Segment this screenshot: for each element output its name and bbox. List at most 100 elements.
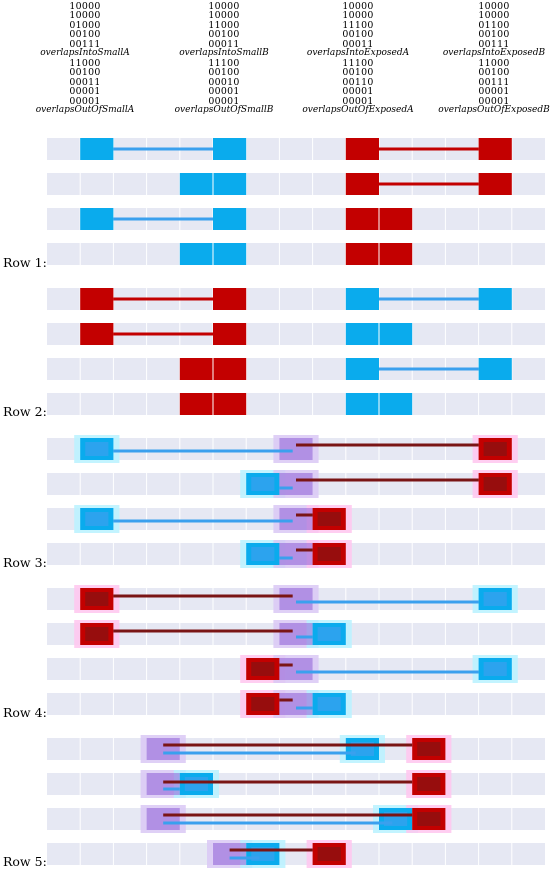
- mix-interval-box: [146, 773, 180, 795]
- red-interval-box: [345, 173, 379, 195]
- blue-core: [317, 627, 341, 641]
- column-name: overlapsOutOfExposedB: [438, 104, 550, 115]
- red-core: [85, 592, 109, 606]
- lane-background: [47, 808, 545, 830]
- bits: 00011: [208, 38, 240, 50]
- blue-core: [483, 662, 507, 676]
- lane-background: [47, 843, 545, 865]
- red-interval-box: [213, 288, 247, 310]
- bits: 00110: [342, 76, 374, 88]
- red-core: [251, 697, 275, 711]
- lane-background: [47, 393, 545, 415]
- bits: 10000: [342, 1, 374, 12]
- bits: 10000: [69, 1, 101, 12]
- lane-background: [47, 288, 545, 310]
- row-label-1: Row 1:: [3, 255, 47, 270]
- bits: 00100: [342, 29, 374, 41]
- blue-interval-box: [478, 358, 512, 380]
- row-label-5: Row 5:: [3, 854, 47, 869]
- bits: 00100: [208, 29, 240, 41]
- bits: 10000: [208, 10, 240, 22]
- blue-core: [317, 697, 341, 711]
- bits: 00001: [478, 95, 510, 107]
- red-interval-box: [80, 288, 114, 310]
- red-core: [251, 662, 275, 676]
- red-core: [317, 547, 341, 561]
- column-name: overlapsIntoExposedA: [306, 48, 410, 59]
- bits: 01000: [69, 19, 101, 31]
- red-core: [483, 477, 507, 491]
- blue-core: [251, 477, 275, 491]
- blue-interval-box: [345, 358, 379, 380]
- red-core: [417, 812, 441, 826]
- red-core: [417, 742, 441, 756]
- column-overlaps-small-a: 10000 10000 01000 00100 00111 overlapsIn…: [15, 2, 155, 115]
- lane-background: [47, 243, 545, 265]
- red-interval-box: [478, 138, 512, 160]
- mix-interval-box: [146, 738, 180, 760]
- mix-interval-box: [279, 438, 313, 460]
- mix-interval-box: [146, 808, 180, 830]
- blue-core: [85, 512, 109, 526]
- lane-background: [47, 323, 545, 345]
- blue-interval-box: [80, 208, 114, 230]
- bits: 10000: [342, 10, 374, 22]
- lane-background: [47, 173, 545, 195]
- bits: 00001: [208, 86, 240, 98]
- blue-interval-box: [213, 138, 247, 160]
- column-name: overlapsOutOfSmallA: [35, 104, 135, 115]
- blue-interval-box: [478, 288, 512, 310]
- bits: 00001: [342, 95, 374, 107]
- bits: 00100: [69, 67, 101, 79]
- mix-interval-box: [213, 843, 247, 865]
- bits: 00100: [478, 67, 510, 79]
- bits: 00001: [208, 95, 240, 107]
- bit-pattern-header: 10000 10000 01000 00100 00111 overlapsIn…: [0, 0, 550, 130]
- bits: 00111: [478, 76, 510, 88]
- bits: 00100: [342, 67, 374, 79]
- column-overlaps-exposed-b: 10000 10000 01100 00100 00111 overlapsIn…: [424, 2, 550, 115]
- bits: 11100: [342, 19, 374, 31]
- blue-core: [184, 777, 208, 791]
- lane-background: [47, 138, 545, 160]
- row-label-3: Row 3:: [3, 555, 47, 570]
- bits: 10000: [208, 1, 240, 12]
- red-core: [417, 777, 441, 791]
- bits: 10000: [478, 1, 510, 12]
- mix-interval-box: [279, 473, 313, 495]
- lane-background: [47, 738, 545, 760]
- red-core: [483, 442, 507, 456]
- bits: 00100: [69, 29, 101, 41]
- mix-interval-box: [279, 693, 313, 715]
- bits: 11100: [208, 57, 240, 69]
- row-label-2: Row 2:: [3, 404, 47, 419]
- bits: 00011: [69, 76, 101, 88]
- red-interval-box: [213, 323, 247, 345]
- mix-interval-box: [279, 508, 313, 530]
- bits: 00100: [208, 67, 240, 79]
- column-overlaps-exposed-a: 10000 10000 11100 00100 00011 overlapsIn…: [288, 2, 428, 115]
- column-name: overlapsIntoSmallB: [179, 48, 269, 59]
- column-name: overlapsOutOfSmallB: [174, 104, 274, 115]
- lane-background: [47, 208, 545, 230]
- bits: 11000: [69, 57, 101, 69]
- bits: 10000: [69, 10, 101, 22]
- bits: 01100: [478, 19, 510, 31]
- bits: 10000: [478, 10, 510, 22]
- mix-interval-box: [279, 623, 313, 645]
- lane-background: [47, 773, 545, 795]
- lane-background: [47, 358, 545, 380]
- column-name: overlapsOutOfExposedA: [302, 104, 414, 115]
- column-name: overlapsIntoExposedB: [442, 48, 546, 59]
- red-core: [317, 847, 341, 861]
- red-interval-box: [478, 173, 512, 195]
- bits: 00100: [478, 29, 510, 41]
- column-name: overlapsIntoSmallA: [40, 48, 130, 59]
- blue-interval-box: [80, 138, 114, 160]
- bits: 00010: [208, 76, 240, 88]
- mix-interval-box: [279, 658, 313, 680]
- bits: 00001: [478, 86, 510, 98]
- bits: 11000: [208, 19, 240, 31]
- mix-interval-box: [279, 543, 313, 565]
